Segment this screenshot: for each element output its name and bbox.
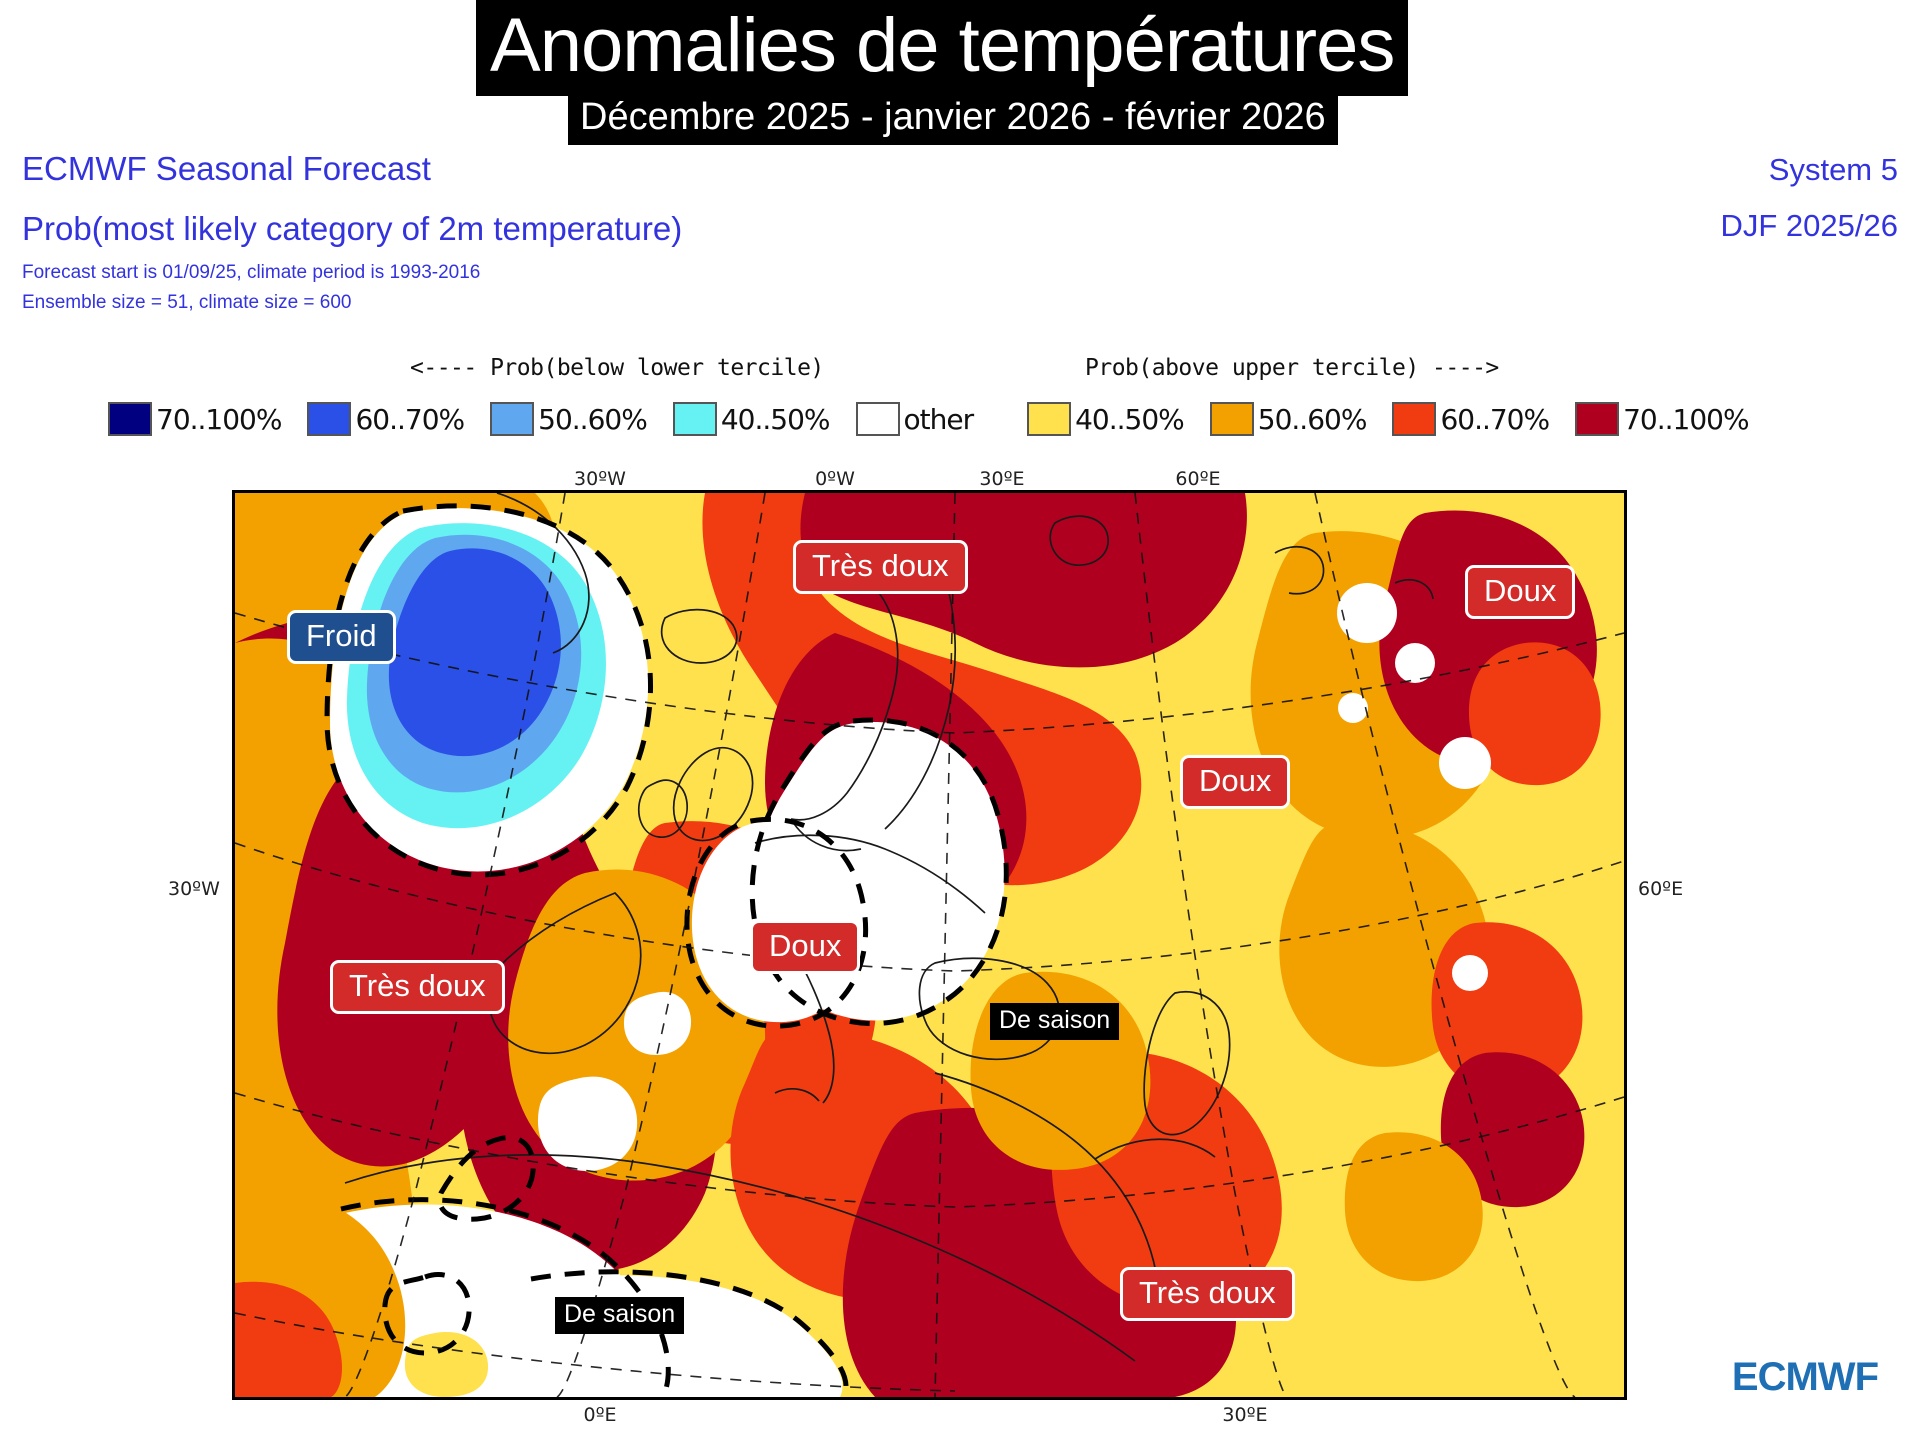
legend-label: 60..70% bbox=[1440, 402, 1550, 436]
legend-item: 40..50% bbox=[1027, 402, 1185, 436]
legend-item: 60..70% bbox=[307, 402, 465, 436]
season-period-label: DJF 2025/26 bbox=[1720, 208, 1899, 243]
legend-item: 40..50% bbox=[672, 402, 831, 436]
map-tick-right: 60ºE bbox=[1638, 878, 1684, 900]
legend-swatch bbox=[1392, 402, 1437, 436]
legend-item: 70..100% bbox=[108, 402, 282, 436]
map-callout-tr-s-doux: Très doux bbox=[330, 960, 505, 1014]
map-callout-doux: Doux bbox=[750, 920, 861, 974]
page-title: Anomalies de températures bbox=[476, 0, 1409, 96]
legend-label: 60..70% bbox=[355, 402, 465, 436]
map-tick-top: 0ºW bbox=[815, 468, 855, 490]
legend-item: 50..60% bbox=[490, 402, 648, 436]
legend-item: 50..60% bbox=[1209, 402, 1368, 436]
map-raster bbox=[235, 493, 1624, 1397]
legend-label: 40..50% bbox=[1075, 402, 1185, 436]
map-tick-bottom: 30ºE bbox=[1222, 1404, 1268, 1426]
legend-swatch bbox=[1209, 402, 1254, 436]
map-tick-bottom: 0ºE bbox=[583, 1404, 617, 1426]
map-tick-top: 60ºE bbox=[1175, 468, 1221, 490]
legend-label: 50..60% bbox=[1257, 402, 1368, 436]
map-callout-tr-s-doux: Très doux bbox=[1120, 1267, 1295, 1321]
map-callout-de-saison: De saison bbox=[990, 1003, 1120, 1040]
system-version-label: System 5 bbox=[1768, 152, 1898, 187]
legend-item: 70..100% bbox=[1575, 402, 1750, 436]
map-callout-doux: Doux bbox=[1180, 755, 1291, 809]
legend-label: 40..50% bbox=[720, 402, 831, 436]
legend-item: 60..70% bbox=[1392, 402, 1550, 436]
legend-label: 70..100% bbox=[156, 402, 282, 436]
forecast-start-label: Forecast start is 01/09/25, climate peri… bbox=[22, 262, 481, 283]
map-callout-de-saison: De saison bbox=[555, 1297, 685, 1334]
legend-swatch bbox=[1575, 402, 1620, 436]
ensemble-size-label: Ensemble size = 51, climate size = 600 bbox=[22, 292, 352, 313]
ecmwf-mark-icon bbox=[1695, 1367, 1716, 1388]
map-callout-tr-s-doux: Très doux bbox=[793, 540, 968, 594]
legend-label: other bbox=[903, 402, 975, 436]
legend-label: 50..60% bbox=[538, 402, 648, 436]
forecast-map[interactable] bbox=[232, 490, 1627, 1400]
legend-colorbar: 70..100% 60..70% 50..60% 40..50% other 40..50… bbox=[108, 398, 1828, 440]
legend-caption-above-tercile: Prob(above upper tercile) ----> bbox=[1085, 355, 1499, 381]
legend-swatch bbox=[490, 402, 535, 436]
legend-label: 70..100% bbox=[1623, 402, 1749, 436]
forecast-source-label: ECMWF Seasonal Forecast bbox=[22, 150, 431, 187]
ecmwf-logo-text: ECMWF bbox=[1731, 1355, 1879, 1399]
forecast-variable-label: Prob(most likely category of 2m temperat… bbox=[22, 210, 683, 247]
map-tick-left: 30ºW bbox=[168, 878, 220, 900]
legend-caption-below-tercile: <---- Prob(below lower tercile) bbox=[410, 355, 824, 381]
legend-swatch bbox=[855, 402, 900, 436]
title-area: Anomalies de températures Décembre 2025 … bbox=[0, 0, 1920, 150]
map-callout-doux: Doux bbox=[1465, 565, 1576, 619]
map-tick-top: 30ºE bbox=[979, 468, 1025, 490]
map-tick-top: 30ºW bbox=[574, 468, 626, 490]
ecmwf-logo: ECMWF bbox=[1692, 1355, 1879, 1400]
page-subtitle: Décembre 2025 - janvier 2026 - février 2… bbox=[568, 92, 1338, 145]
legend-swatch bbox=[108, 402, 152, 436]
legend-swatch bbox=[1027, 402, 1072, 436]
legend-swatch bbox=[672, 402, 717, 436]
legend-swatch bbox=[307, 402, 352, 436]
map-callout-froid: Froid bbox=[287, 610, 396, 664]
legend-item: other bbox=[855, 402, 975, 436]
